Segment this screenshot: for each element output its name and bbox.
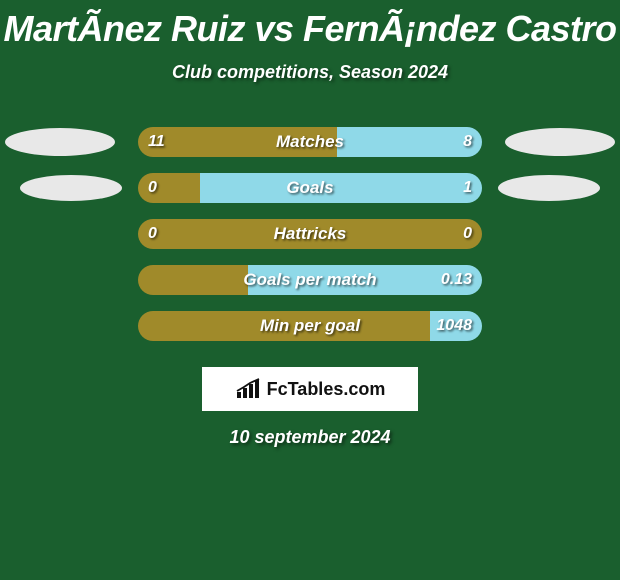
stat-bar-right (248, 265, 482, 295)
stat-row: Goals per match0.13 (0, 257, 620, 303)
stat-bar-track: Goals01 (138, 173, 482, 203)
stat-bar-track: Hattricks00 (138, 219, 482, 249)
branding-badge: FcTables.com (202, 367, 418, 411)
stat-bar-right (200, 173, 482, 203)
player-left-marker (5, 128, 115, 156)
stat-bar-right (430, 311, 482, 341)
stat-bar-left (138, 173, 200, 203)
stat-bar-track: Matches118 (138, 127, 482, 157)
stat-bar-right (337, 127, 482, 157)
stat-bar-left (138, 219, 482, 249)
player-right-marker (498, 175, 600, 201)
comparison-chart: Matches118 Goals01 Hattricks00 Goals per ma… (0, 119, 620, 349)
stat-row: Min per goal1048 (0, 303, 620, 349)
bar-chart-icon (235, 378, 261, 400)
footer-date: 10 september 2024 (0, 427, 620, 448)
stat-row: Matches118 (0, 119, 620, 165)
stat-bar-track: Min per goal1048 (138, 311, 482, 341)
branding-text: FcTables.com (267, 379, 386, 400)
stat-row: Goals01 (0, 165, 620, 211)
page-title: MartÃ­nez Ruiz vs FernÃ¡ndez Castro (0, 0, 620, 50)
stat-bar-track: Goals per match0.13 (138, 265, 482, 295)
stat-bar-left (138, 311, 430, 341)
page-subtitle: Club competitions, Season 2024 (0, 62, 620, 83)
stat-bar-left (138, 127, 337, 157)
stat-row: Hattricks00 (0, 211, 620, 257)
player-left-marker (20, 175, 122, 201)
player-right-marker (505, 128, 615, 156)
stat-bar-left (138, 265, 248, 295)
